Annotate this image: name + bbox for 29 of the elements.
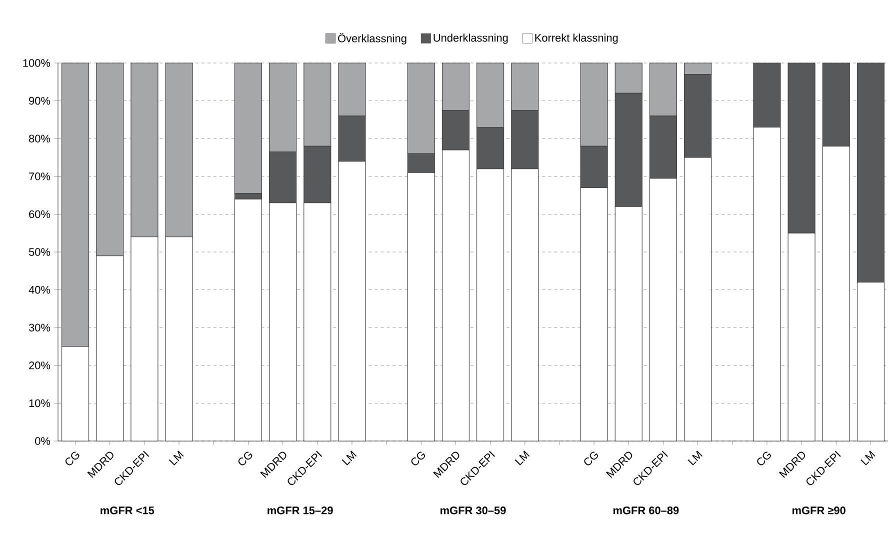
x-tick-label: CG: [411, 452, 426, 466]
x-tick-label: CG: [757, 452, 771, 466]
y-tick-label: 0%: [35, 437, 50, 445]
y-tick-label: 100%: [23, 59, 50, 67]
y-tick-label: 30%: [28, 324, 50, 332]
text: mGFR 30–59: [440, 506, 506, 514]
x-tick-label: LM: [168, 450, 184, 466]
text: mGFR 15–29: [268, 506, 333, 514]
x-tick-label: CG: [238, 452, 252, 466]
text: mGFR ≥90: [792, 506, 846, 514]
y-tick-label: 90%: [29, 96, 50, 105]
text: mGFR <15: [100, 506, 154, 514]
x-tick-label: LM: [688, 450, 702, 466]
legend-label: Överklassning: [338, 33, 406, 44]
y-tick-label: 40%: [28, 286, 50, 294]
text: mGFR 60–89: [613, 506, 679, 514]
x-tick-label: CG: [65, 452, 80, 466]
y-tick-label: 60%: [29, 210, 50, 218]
y-tick-label: 50%: [28, 248, 50, 256]
x-tick-label: LM: [860, 450, 876, 466]
y-tick-label: 10%: [29, 399, 50, 408]
y-tick-label: 80%: [29, 134, 50, 142]
legend-label: Korrekt klassning: [535, 34, 618, 44]
x-tick-label: LM: [342, 450, 357, 466]
y-tick-label: 20%: [29, 362, 50, 370]
legend-label: Underklassning: [434, 34, 508, 44]
x-tick-label: LM: [514, 450, 530, 466]
x-tick-label: CG: [584, 452, 598, 466]
y-tick-label: 70%: [29, 172, 50, 180]
